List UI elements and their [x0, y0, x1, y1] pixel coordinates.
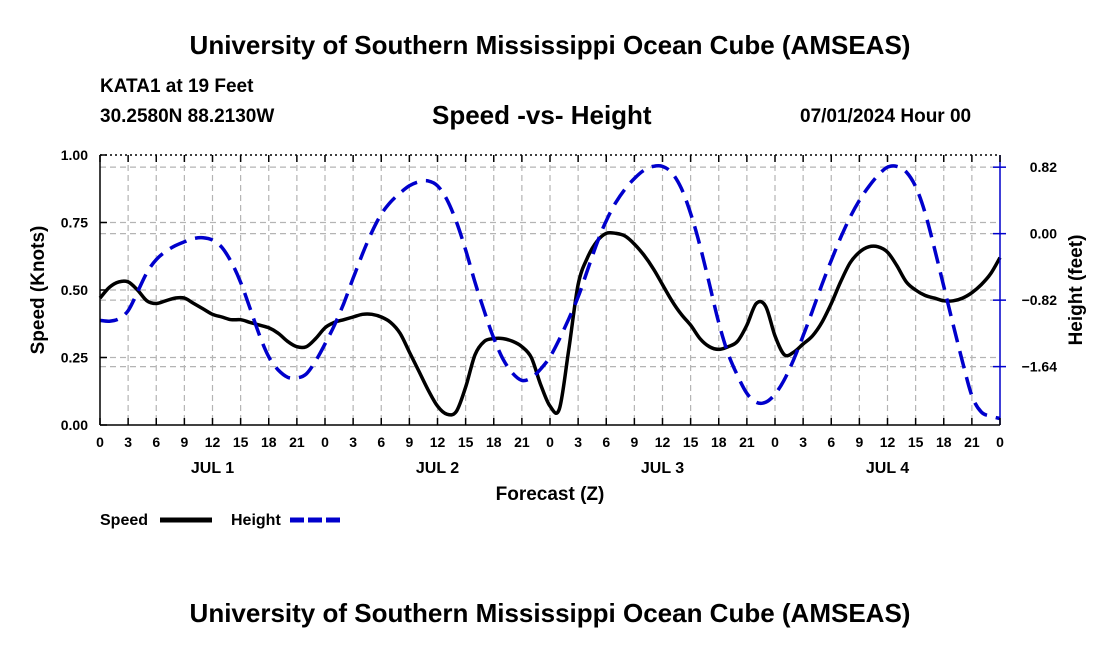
chart-title: University of Southern Mississippi Ocean…	[189, 30, 911, 60]
x-tick-label: 21	[514, 434, 530, 450]
forecast-datetime: 07/01/2024 Hour 00	[800, 106, 972, 127]
x-tick-label: 6	[827, 434, 835, 450]
x-tick-label: 18	[486, 434, 502, 450]
station-label: KATA1 at 19 Feet	[100, 76, 254, 97]
x-tick-label: 18	[261, 434, 277, 450]
x-tick-label: 6	[152, 434, 160, 450]
y2-tick-label: 0.00	[1030, 226, 1057, 242]
x-tick-label: 15	[458, 434, 474, 450]
x-tick-label: 21	[964, 434, 980, 450]
x-tick-label: 12	[430, 434, 446, 450]
x-axis-title: Forecast (Z)	[496, 484, 605, 505]
y2-tick-label: −0.82	[1022, 292, 1058, 308]
y-axis-title: Speed (Knots)	[28, 226, 49, 355]
station-coordinates: 30.2580N 88.2130W	[100, 106, 275, 127]
axis-labels: 0 3 6 9 12 15 18 21 0 3 6 9 12 15 18 21 0 3 6 9 12 15 18 21 0 3 6 9…	[28, 147, 1087, 505]
grid	[100, 155, 1000, 425]
y-tick-label: 0.00	[61, 417, 88, 433]
y-tick-label: 0.75	[61, 215, 88, 231]
y-tick-label: 1.00	[61, 147, 88, 163]
x-tick-label: 3	[124, 434, 132, 450]
x-tick-label: 0	[771, 434, 779, 450]
y2-tick-label: −1.64	[1022, 359, 1058, 375]
x-tick-label: 0	[321, 434, 329, 450]
x-tick-label: 9	[180, 434, 188, 450]
x-tick-label: 3	[799, 434, 807, 450]
chart-subtitle: Speed -vs- Height	[432, 100, 652, 130]
x-tick-label: 9	[405, 434, 413, 450]
x-tick-label: 0	[96, 434, 104, 450]
x-tick-label: 12	[880, 434, 896, 450]
x-tick-label: 6	[602, 434, 610, 450]
day-label: JUL 3	[641, 460, 684, 477]
height-series-line	[99, 163, 1001, 421]
y-tick-label: 0.50	[61, 282, 88, 298]
x-tick-label: 21	[739, 434, 755, 450]
x-tick-label: 12	[205, 434, 221, 450]
series-layer	[98, 163, 1002, 421]
x-tick-label: 21	[289, 434, 305, 450]
legend-label-height: Height	[231, 512, 281, 529]
x-tick-label: 15	[908, 434, 924, 450]
day-label: JUL 2	[416, 460, 459, 477]
x-tick-label: 0	[996, 434, 1004, 450]
x-tick-label: 3	[574, 434, 582, 450]
legend: Speed Height	[100, 512, 342, 529]
footer-title: University of Southern Mississippi Ocean…	[189, 598, 911, 628]
day-label: JUL 1	[191, 460, 234, 477]
x-tick-label: 0	[546, 434, 554, 450]
y-tick-label: 0.25	[61, 350, 88, 366]
x-tick-label: 9	[855, 434, 863, 450]
x-tick-label: 18	[936, 434, 952, 450]
y2-axis-title: Height (feet)	[1066, 235, 1087, 346]
speed-series-line	[98, 230, 1002, 417]
x-tick-label: 12	[655, 434, 671, 450]
x-tick-label: 18	[711, 434, 727, 450]
x-tick-label: 3	[349, 434, 357, 450]
axis-ticks	[99, 154, 1006, 426]
x-tick-label: 15	[233, 434, 249, 450]
day-label: JUL 4	[866, 460, 909, 477]
y2-tick-label: 0.82	[1030, 159, 1057, 175]
legend-label-speed: Speed	[100, 512, 148, 529]
x-tick-label: 15	[683, 434, 699, 450]
x-tick-label: 9	[630, 434, 638, 450]
x-tick-label: 6	[377, 434, 385, 450]
